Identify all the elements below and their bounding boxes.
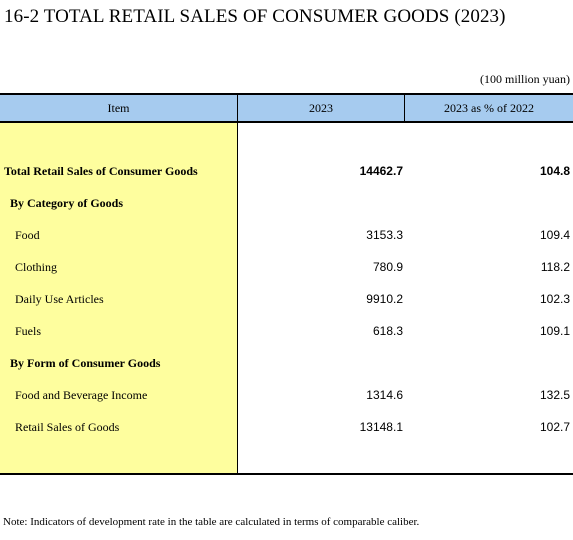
unit-label: (100 million yuan) [480,72,570,86]
row-label: Retail Sales of Goods [15,420,120,434]
row-value-pct: 104.8 [539,164,570,178]
row-value-2023: 1314.6 [366,388,403,402]
row-label: Clothing [15,260,58,274]
header-item: Item [0,95,238,121]
row-value-pct: 102.3 [539,292,570,306]
row-value-2023: 618.3 [372,324,403,338]
row-value-2023: 13148.1 [359,420,403,434]
table-row: Daily Use Articles 9910.2 102.3 [0,289,573,309]
row-label: Food and Beverage Income [15,388,148,402]
row-value-2023: 780.9 [372,260,403,274]
row-value-2023: 3153.3 [366,228,403,242]
table-row: Retail Sales of Goods 13148.1 102.7 [0,417,573,437]
table-row-form-heading: By Form of Consumer Goods [0,353,573,373]
row-label: Daily Use Articles [15,292,104,306]
table-row: Fuels 618.3 109.1 [0,321,573,341]
header-2023: 2023 [238,95,405,121]
row-label: By Form of Consumer Goods [10,356,161,370]
table-row-category-heading: By Category of Goods [0,193,573,213]
row-label: Fuels [15,324,42,338]
item-column-background [0,123,238,473]
row-value-pct: 118.2 [540,260,570,274]
row-value-pct: 102.7 [539,420,570,434]
table-row: Food 3153.3 109.4 [0,225,573,245]
row-label: Food [15,228,40,242]
table-header: Item 2023 2023 as % of 2022 [0,93,573,123]
retail-sales-table: Item 2023 2023 as % of 2022 Total Retail… [0,93,573,475]
table-row-total: Total Retail Sales of Consumer Goods 144… [0,161,573,181]
table-row: Food and Beverage Income 1314.6 132.5 [0,385,573,405]
row-value-2023: 14462.7 [359,164,403,178]
row-value-2023: 9910.2 [366,292,403,306]
footnote: Note: Indicators of development rate in … [3,516,420,528]
table-row: Clothing 780.9 118.2 [0,257,573,277]
row-value-pct: 109.4 [539,228,570,242]
row-label: By Category of Goods [10,196,123,210]
table-bottom-rule [0,473,573,475]
row-value-pct: 109.1 [539,324,570,338]
header-pct-of-2022: 2023 as % of 2022 [444,101,534,115]
row-value-pct: 132.5 [539,388,570,402]
page-title: 16-2 TOTAL RETAIL SALES OF CONSUMER GOOD… [4,6,506,27]
row-label: Total Retail Sales of Consumer Goods [4,164,198,178]
